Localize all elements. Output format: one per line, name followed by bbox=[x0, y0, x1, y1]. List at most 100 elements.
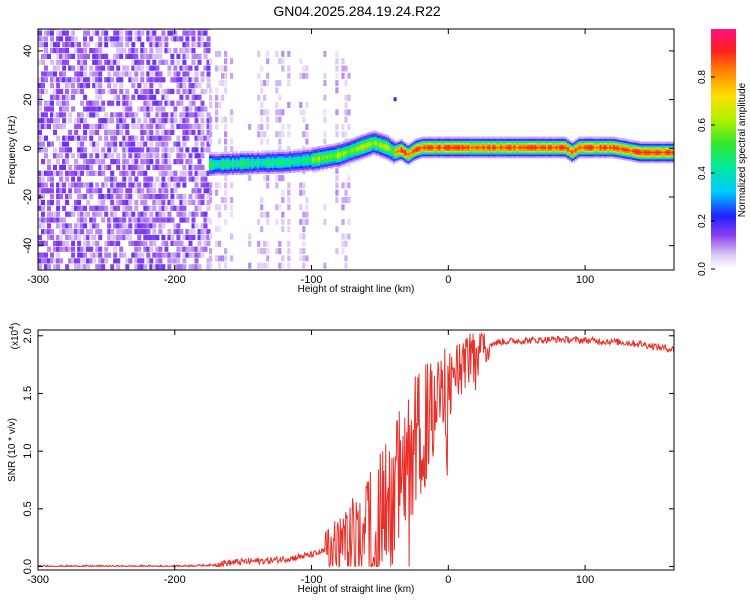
spectrogram-cell bbox=[260, 164, 263, 167]
spectrogram-cell bbox=[488, 150, 491, 153]
spectrogram-cell bbox=[316, 167, 319, 171]
spectrogram-cell bbox=[119, 199, 124, 206]
spectrogram-cell bbox=[375, 146, 378, 149]
spectrogram-cell bbox=[224, 255, 228, 262]
spectrogram-cell bbox=[544, 152, 547, 155]
spectrogram-cell bbox=[356, 144, 359, 147]
spectrogram-cell bbox=[131, 123, 136, 130]
spectrogram-cell bbox=[344, 144, 348, 147]
spectrogram-cell bbox=[170, 205, 175, 211]
spectrogram-cell bbox=[77, 264, 82, 270]
spectrogram-cell bbox=[215, 116, 219, 123]
spectrogram-cell bbox=[53, 264, 57, 270]
spectrogram-cell bbox=[404, 153, 407, 156]
spectrogram-cell bbox=[50, 77, 54, 83]
spectrogram-cell bbox=[335, 147, 338, 150]
spectrogram-cell bbox=[494, 142, 497, 145]
spectrogram-cell bbox=[599, 150, 602, 153]
spectrogram-cell bbox=[350, 146, 353, 149]
spectrogram-cell bbox=[377, 143, 380, 146]
spectrogram-cell bbox=[116, 48, 121, 54]
spectrogram-cell bbox=[140, 53, 145, 59]
spectrogram-cell bbox=[639, 147, 642, 150]
spectrogram-cell bbox=[492, 148, 495, 151]
spectrogram-cell bbox=[65, 135, 70, 141]
spectrogram-cell bbox=[494, 138, 497, 141]
spectrogram-cell bbox=[89, 182, 94, 188]
spectrogram-cell bbox=[194, 53, 199, 59]
spectrogram-cell bbox=[86, 53, 91, 59]
spectrogram-cell bbox=[480, 136, 484, 139]
spectrogram-cell bbox=[116, 100, 121, 106]
spectrogram-cell bbox=[125, 42, 130, 48]
y-tick-label: 1.5 bbox=[22, 386, 34, 401]
spectrogram-cell bbox=[62, 48, 67, 54]
spectrogram-cell bbox=[110, 188, 115, 194]
spectrogram-cell bbox=[253, 154, 256, 157]
spectrogram-cell bbox=[257, 131, 261, 138]
spectrogram-cell bbox=[268, 160, 271, 163]
spectrogram-cell bbox=[436, 142, 439, 145]
spectrogram-cell bbox=[226, 151, 229, 154]
spectrogram-cell bbox=[496, 156, 499, 159]
spectrogram-cell bbox=[74, 234, 79, 241]
spectrogram-cell bbox=[107, 77, 112, 83]
spectrogram-cell bbox=[218, 80, 222, 87]
spectrogram-cell bbox=[149, 194, 154, 200]
spectrogram-cell bbox=[161, 118, 166, 124]
spectrogram-cell bbox=[553, 156, 556, 159]
spectrogram-cell bbox=[551, 146, 554, 149]
spectrogram-cell bbox=[645, 141, 648, 144]
spectrogram-cell bbox=[173, 240, 178, 246]
spectrogram-cell bbox=[344, 157, 348, 161]
spectrogram-cell bbox=[471, 146, 474, 149]
spectrogram-cell bbox=[480, 156, 484, 159]
spectrogram-cell bbox=[131, 252, 136, 258]
spectrogram-cell bbox=[553, 154, 556, 157]
spectrogram-cell bbox=[245, 156, 248, 159]
spectrogram-cell bbox=[375, 148, 378, 151]
spectrogram-cell bbox=[71, 106, 76, 112]
spectrogram-cell bbox=[323, 50, 327, 57]
spectrogram-cell bbox=[413, 150, 417, 154]
spectrogram-cell bbox=[152, 135, 157, 141]
spectrogram-cell bbox=[256, 154, 259, 157]
spectrogram-cell bbox=[649, 153, 652, 156]
spectrogram-cell bbox=[643, 151, 646, 154]
spectrogram-cell bbox=[660, 143, 664, 146]
spectrogram-cell bbox=[203, 211, 208, 217]
spectrogram-cell bbox=[281, 161, 284, 164]
spectrogram-cell bbox=[660, 141, 664, 144]
spectrogram-cell bbox=[47, 199, 51, 206]
spectrogram-cell bbox=[375, 154, 378, 157]
spectrogram-cell bbox=[553, 152, 556, 155]
spectrogram-cell bbox=[104, 123, 109, 130]
spectrogram-cell bbox=[50, 48, 54, 54]
spectrogram-cell bbox=[214, 163, 217, 166]
spectrogram-cell bbox=[128, 234, 133, 241]
spectrogram-cell bbox=[440, 146, 443, 149]
spectrogram-cell bbox=[152, 188, 157, 194]
spectrogram-cell bbox=[218, 226, 222, 233]
spectrogram-cell bbox=[494, 152, 497, 155]
spectrogram-cell bbox=[614, 148, 618, 151]
spectrogram-cell bbox=[567, 152, 570, 155]
spectrogram-cell bbox=[222, 157, 225, 160]
spectrogram-cell bbox=[567, 157, 570, 161]
spectrogram-cell bbox=[131, 159, 136, 165]
spectrogram-cell bbox=[295, 148, 298, 152]
spectrogram-cell bbox=[215, 182, 219, 189]
spectrogram-cell bbox=[224, 197, 228, 203]
spectrogram-cell bbox=[256, 168, 259, 171]
spectrogram-cell bbox=[149, 153, 154, 159]
spectrogram-cell bbox=[321, 161, 325, 164]
spectrogram-cell bbox=[398, 141, 401, 144]
spectrogram-cell bbox=[666, 149, 669, 152]
spectrogram-cell bbox=[74, 123, 79, 130]
spectrogram-cell bbox=[433, 152, 436, 155]
spectrogram-cell bbox=[532, 140, 535, 143]
spectrogram-cell bbox=[335, 123, 339, 130]
spectrogram-cell bbox=[137, 211, 142, 217]
spectrogram-cell bbox=[56, 94, 61, 100]
spectrogram-cell bbox=[194, 211, 199, 217]
